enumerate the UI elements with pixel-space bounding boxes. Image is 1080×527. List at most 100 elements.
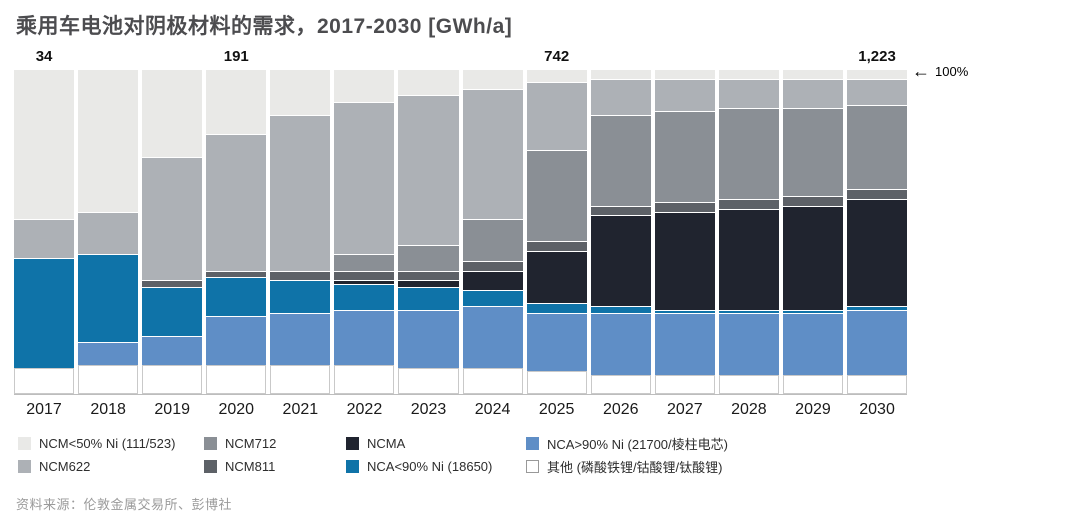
total-label-2029 (783, 48, 843, 69)
segment-ncm622-2018 (78, 212, 139, 255)
segment-ncm-50-ni-111-523-2020 (206, 69, 267, 134)
bar-2020 (206, 69, 267, 394)
legend-label: 其他 (磷酸铁锂/钴酸锂/钛酸锂) (547, 460, 723, 475)
segment-nca-90-ni-21700-2022 (334, 309, 395, 365)
chart-legend: NCM<50% Ni (111/523) NCM712 NCMA NCA>90% Ni… (18, 432, 728, 478)
segment-ncm811-2028 (718, 199, 779, 209)
total-label-2024 (463, 48, 523, 69)
legend-swatch-ncm622 (18, 460, 31, 473)
segment-ncm622-2019 (142, 156, 203, 281)
segment-ncm-50-ni-111-523-2026 (590, 69, 651, 79)
legend-swatch-nca-90-ni-21700 (526, 437, 539, 450)
segment-ncm712-2029 (782, 108, 844, 196)
segment-ncm712-2027 (654, 111, 715, 203)
segment-ncm-50-ni-111-523-2029 (782, 69, 844, 79)
y-axis-100-annotation: ← 100% (912, 62, 968, 80)
x-tick-2022: 2022 (346, 401, 383, 418)
segment-ncma-2024 (462, 270, 523, 290)
legend-item-ncm622: NCM622 (18, 459, 204, 474)
segment-ncm622-2029 (782, 78, 844, 108)
total-label-2017: 34 (35, 48, 53, 65)
x-tick-2018: 2018 (90, 401, 126, 418)
legend-label: NCMA (367, 436, 406, 451)
segment-ncm811-2020 (206, 270, 267, 277)
bar-2024 (462, 69, 523, 394)
segment-nca-90-ni-18650-2020 (206, 277, 267, 316)
segment-ncm811-2024 (462, 260, 523, 271)
segment-ncm-50-ni-111-523-2022 (334, 69, 395, 102)
segment-ncm-50-ni-111-523-2018 (78, 69, 139, 212)
segment-ncma-2022 (334, 280, 395, 284)
segment-nca-90-ni-18650-2029 (782, 309, 844, 313)
bar-2029 (782, 69, 844, 394)
segment-nca-90-ni-21700-2026 (590, 312, 651, 375)
segment-ncm622-2020 (206, 134, 267, 271)
legend-item-item: 其他 (磷酸铁锂/钴酸锂/钛酸锂) (526, 457, 728, 476)
segment-ncm811-2023 (398, 270, 459, 281)
legend-swatch-ncma (346, 437, 359, 450)
segment-ncm712-2023 (398, 244, 459, 271)
total-label-2028 (719, 48, 779, 69)
segment-item-2018 (78, 364, 139, 394)
segment-ncm712-2022 (334, 254, 395, 271)
segment-ncm811-2019 (142, 280, 203, 287)
stacked-bar-chart: 34 191 742 1,223 2017 2018 2019 2020 2021 2022 20… (14, 48, 908, 425)
bar-2025 (526, 69, 587, 394)
segment-item-2030 (847, 374, 908, 394)
total-label-2020: 191 (223, 48, 249, 65)
segment-item-2022 (334, 364, 395, 394)
segment-ncm-50-ni-111-523-2017 (14, 69, 75, 219)
segment-nca-90-ni-18650-2021 (270, 280, 331, 313)
segment-item-2025 (526, 371, 587, 394)
legend-item-ncm-50-ni-111-523: NCM<50% Ni (111/523) (18, 436, 204, 451)
legend-label: NCM<50% Ni (111/523) (39, 436, 176, 451)
segment-ncm622-2030 (847, 78, 908, 105)
x-tick-2030: 2030 (859, 401, 895, 418)
bar-2018 (78, 69, 139, 394)
segment-nca-90-ni-21700-2023 (398, 309, 459, 368)
segment-ncm712-2030 (847, 104, 908, 190)
segment-ncm-50-ni-111-523-2023 (398, 69, 459, 95)
segment-nca-90-ni-21700-2029 (782, 312, 844, 375)
segment-ncm811-2027 (654, 202, 715, 212)
bar-2023 (398, 69, 459, 394)
segment-ncm622-2025 (526, 82, 587, 151)
segment-ncm622-2024 (462, 88, 523, 219)
segment-ncm622-2027 (654, 78, 715, 112)
segment-nca-90-ni-21700-2021 (270, 312, 331, 365)
bar-2021 (270, 69, 331, 394)
total-label-2030: 1,223 (858, 48, 896, 65)
legend-label: NCM811 (225, 459, 276, 474)
x-tick-2026: 2026 (602, 401, 639, 418)
segment-nca-90-ni-21700-2030 (847, 309, 908, 375)
segment-ncm811-2029 (782, 195, 844, 206)
segment-nca-90-ni-18650-2025 (526, 303, 587, 313)
segment-ncm-50-ni-111-523-2027 (654, 69, 715, 79)
segment-ncm-50-ni-111-523-2030 (847, 69, 908, 79)
segment-ncm622-2023 (398, 95, 459, 245)
segment-nca-90-ni-21700-2028 (718, 312, 779, 375)
x-tick-2025: 2025 (538, 401, 575, 418)
legend-item-ncm811: NCM811 (204, 459, 346, 474)
segment-ncm712-2026 (590, 114, 651, 206)
bar-2027 (654, 69, 715, 394)
legend-swatch-ncm811 (204, 460, 217, 473)
segment-ncm712-2024 (462, 218, 523, 261)
x-tick-2028: 2028 (731, 401, 767, 418)
total-label-2019 (142, 48, 202, 69)
plot-area (14, 69, 908, 395)
segment-item-2019 (142, 364, 203, 394)
segment-item-2027 (654, 374, 715, 394)
segment-ncm811-2030 (847, 189, 908, 199)
bar-2026 (590, 69, 651, 394)
x-tick-2019: 2019 (154, 401, 190, 418)
total-label-2018 (78, 48, 138, 69)
legend-swatch-ncm-50-ni-111-523 (18, 437, 31, 450)
segment-nca-90-ni-18650-2026 (590, 306, 651, 313)
segment-nca-90-ni-21700-2018 (78, 342, 139, 365)
segment-item-2029 (782, 374, 844, 394)
segment-ncma-2030 (847, 199, 908, 307)
x-tick-2027: 2027 (667, 401, 703, 418)
legend-label: NCA<90% Ni (18650) (367, 459, 493, 474)
legend-swatch-nca-90-ni-18650 (346, 460, 359, 473)
